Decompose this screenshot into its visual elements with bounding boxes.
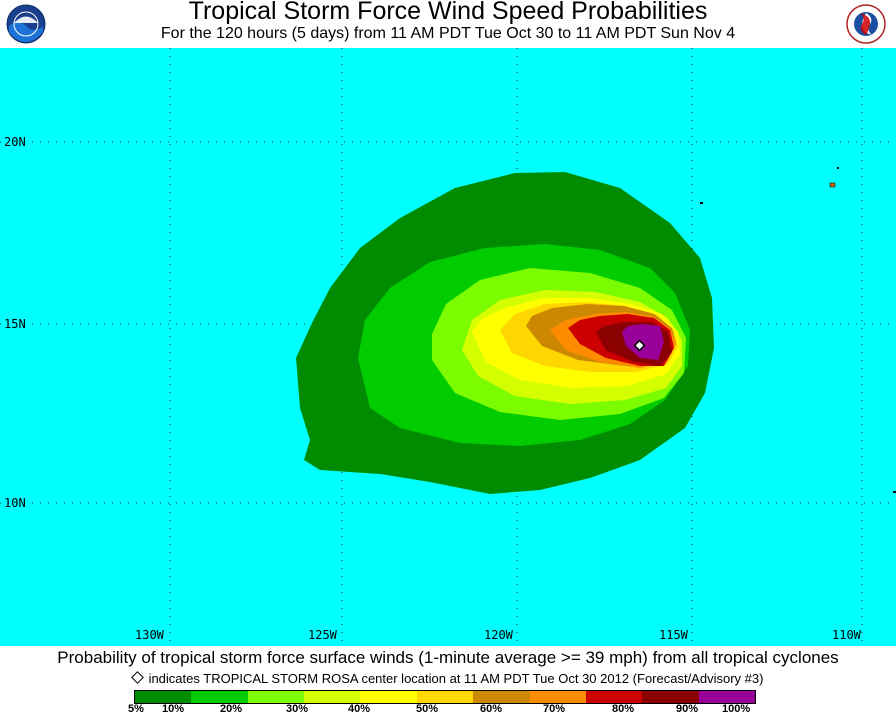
legend-label: 10% [162,703,185,715]
legend-swatch [473,691,530,703]
diamond-icon [130,671,144,684]
lat-label-15n: 15N [4,317,26,331]
legend-label: 70% [543,703,566,715]
lon-label-115w: 115W [659,628,689,642]
storm-center-marker [633,339,646,352]
probability-contours [296,172,714,494]
latitude-labels: 20N 15N 10N [4,135,26,510]
legend-swatch [304,691,361,703]
legend-swatch [698,691,755,703]
legend-swatch [360,691,417,703]
probability-map: 20N 15N 10N 130W 125W 120W 115W 110W [0,48,896,646]
legend-label: 5% [128,703,144,715]
contour-100-percent [622,324,664,360]
legend-labels: 5% 10% 20% 30% 40% 50% 60% 70% 80% 90% 1… [0,703,896,717]
lon-label-120w: 120W [484,628,514,642]
legend-label: 100% [722,703,751,715]
lat-label-10n: 10N [4,496,26,510]
noaa-logo-icon [6,4,46,44]
footer-note: indicates TROPICAL STORM ROSA center loc… [0,671,896,686]
legend-label: 30% [286,703,309,715]
legend-swatch [135,691,192,703]
map-subtitle: For the 120 hours (5 days) from 11 AM PD… [160,25,736,42]
legend-swatch [642,691,699,703]
legend-label: 20% [220,703,243,715]
legend-swatch [247,691,305,703]
legend-label: 50% [416,703,439,715]
legend-label: 80% [612,703,635,715]
legend-label: 90% [676,703,699,715]
legend-swatch [416,691,474,703]
map-title: Tropical Storm Force Wind Speed Probabil… [188,0,708,25]
lon-label-125w: 125W [308,628,338,642]
legend-label: 60% [480,703,503,715]
lat-label-20n: 20N [4,135,26,149]
header: Tropical Storm Force Wind Speed Probabil… [0,0,896,48]
storm-center-note: indicates TROPICAL STORM ROSA center loc… [148,671,764,686]
legend-swatch [585,691,643,703]
legend-colorbar [134,690,756,704]
nws-logo-icon [846,4,886,44]
islands [700,167,896,493]
lon-label-130w: 130W [135,628,165,642]
legend-swatch [191,691,248,703]
footer-caption: Probability of tropical storm force surf… [57,648,839,667]
lon-label-110w: 110W [832,628,862,642]
longitude-labels: 130W 125W 120W 115W 110W [135,628,862,642]
legend-label: 40% [348,703,371,715]
legend-swatch [529,691,586,703]
